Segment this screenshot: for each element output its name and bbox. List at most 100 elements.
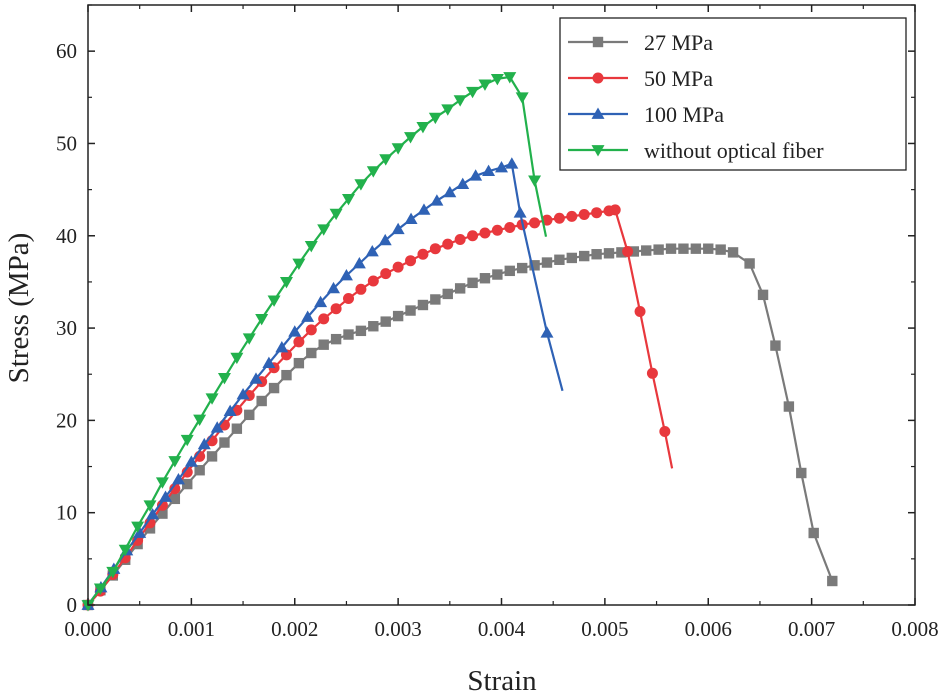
data-point [193, 414, 207, 426]
data-point [490, 73, 504, 86]
y-tick-label: 10 [56, 501, 77, 525]
data-point [368, 321, 379, 332]
series-line [87, 247, 834, 606]
y-axis-label: Stress (MPa) [3, 233, 35, 384]
data-point [355, 283, 367, 295]
data-point [378, 233, 392, 246]
data-point [305, 324, 317, 336]
data-point [454, 283, 466, 294]
x-tick-label: 0.004 [478, 617, 526, 641]
y-tick-label: 0 [67, 593, 78, 617]
data-point [622, 245, 634, 257]
data-point [118, 544, 132, 557]
legend-entry-4: without optical fiber [568, 138, 824, 163]
data-point [430, 294, 441, 305]
data-point [318, 313, 330, 325]
data-point [146, 508, 160, 520]
legend-label: 27 MPa [644, 30, 713, 55]
data-point [301, 310, 315, 322]
series-4 [81, 72, 548, 612]
data-point [210, 421, 224, 433]
data-point [442, 238, 454, 250]
data-point [380, 316, 391, 327]
data-point [456, 177, 470, 189]
data-point [306, 347, 317, 359]
legend-marker [591, 107, 605, 119]
x-tick-label: 0.002 [271, 617, 318, 641]
y-tick-label: 20 [56, 408, 77, 432]
series-1 [82, 243, 838, 611]
data-point [314, 295, 328, 308]
data-point [491, 224, 503, 236]
legend-label: 100 MPa [644, 102, 724, 127]
data-point [796, 467, 807, 479]
data-point [279, 277, 293, 289]
data-point [217, 373, 231, 385]
data-point [467, 230, 479, 242]
data-point [106, 566, 120, 579]
data-point [503, 72, 517, 84]
y-tick-label: 30 [56, 316, 77, 340]
data-point [206, 451, 218, 462]
data-point [616, 247, 627, 258]
data-point [659, 425, 671, 437]
data-point [182, 478, 193, 490]
data-point [342, 193, 356, 206]
data-point [466, 86, 480, 99]
data-point [505, 157, 519, 169]
data-point [205, 393, 219, 405]
data-point [504, 221, 516, 233]
data-point [529, 260, 540, 271]
data-point [541, 257, 553, 268]
data-point [646, 367, 658, 379]
data-point [143, 500, 157, 512]
legend-marker [592, 36, 604, 48]
x-tick-label: 0.003 [375, 617, 422, 641]
data-point [256, 395, 267, 407]
data-point [255, 313, 269, 326]
data-point [262, 356, 276, 369]
data-point [405, 305, 416, 316]
data-point [367, 275, 379, 287]
x-axis-label: Strain [467, 665, 537, 694]
data-point [566, 210, 578, 222]
data-point [727, 247, 739, 258]
data-point [292, 258, 306, 270]
data-point [405, 255, 417, 267]
data-point [744, 258, 755, 269]
data-point [392, 261, 404, 273]
data-point [327, 281, 341, 294]
data-point [169, 493, 181, 505]
data-point [529, 217, 541, 229]
data-point [391, 143, 405, 155]
data-point [330, 333, 342, 345]
y-tick-label: 40 [56, 224, 77, 248]
data-point [288, 325, 302, 337]
data-point [609, 204, 621, 216]
data-point [180, 434, 194, 447]
data-point [482, 164, 496, 177]
data-point [244, 409, 255, 421]
legend-entry-2: 50 MPa [568, 66, 713, 91]
data-point [268, 382, 280, 394]
data-point [404, 132, 418, 144]
data-point [155, 477, 169, 489]
data-point [591, 207, 603, 219]
data-point [443, 185, 457, 198]
series-line [87, 208, 674, 606]
plot-area [81, 72, 838, 612]
data-point [504, 265, 515, 277]
series-line [87, 75, 548, 606]
data-point [157, 508, 168, 519]
data-point [428, 112, 442, 125]
data-point [770, 340, 781, 351]
data-point [554, 254, 565, 265]
data-point [479, 227, 491, 239]
data-point [492, 269, 503, 280]
data-point [478, 79, 492, 91]
data-point [441, 104, 455, 116]
data-point [827, 575, 838, 587]
legend-label: without optical fiber [644, 138, 824, 163]
data-point [430, 194, 444, 206]
